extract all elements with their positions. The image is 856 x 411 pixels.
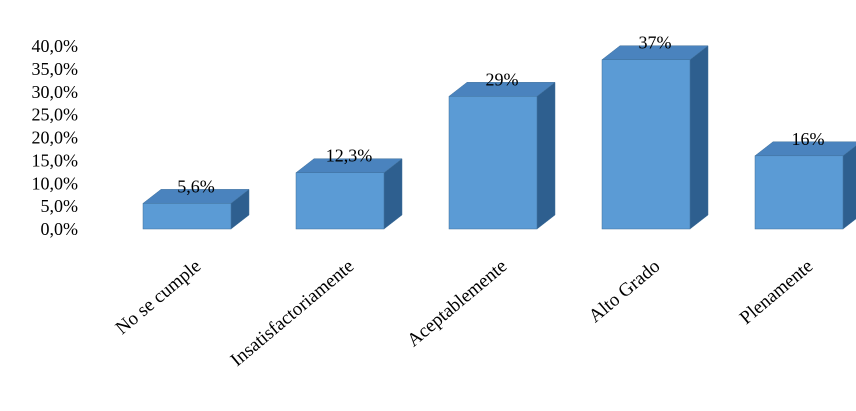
y-tick-label: 35,0% <box>32 59 79 79</box>
y-tick-label: 20,0% <box>32 128 79 148</box>
y-tick-label: 30,0% <box>32 82 79 102</box>
y-tick-label: 10,0% <box>32 173 79 193</box>
data-label: 16% <box>792 129 825 149</box>
y-tick-label: 40,0% <box>32 36 79 56</box>
bar-side <box>689 45 709 230</box>
bar-front <box>448 96 538 230</box>
bar-side <box>842 145 856 230</box>
x-tick-label: Aceptablemente <box>403 256 511 351</box>
data-label: 37% <box>639 33 672 53</box>
bar-4 <box>601 45 709 230</box>
x-tick-label: Insatisfactoriamente <box>227 256 359 371</box>
bar-front <box>754 155 844 230</box>
y-tick-label: 0,0% <box>41 219 79 239</box>
x-axis: No se cumple Insatisfactoriamente Aceptabl… <box>112 256 818 371</box>
data-labels: 5,6% 12,3% 29% 37% 16% <box>177 33 824 197</box>
y-tick-label: 25,0% <box>32 105 79 125</box>
y-axis: 0,0% 5,0% 10,0% 15,0%20,0% 25,0% 30,0% 35,0% 40… <box>32 36 79 239</box>
bar-1 <box>142 188 250 230</box>
bar-3 <box>448 81 556 230</box>
bar-front <box>295 172 385 230</box>
bar-2 <box>295 158 403 230</box>
x-tick-label: Alto Grado <box>585 256 664 327</box>
y-tick-label: 5,0% <box>41 196 79 216</box>
x-tick-label: No se cumple <box>112 256 206 339</box>
data-label: 29% <box>486 69 519 89</box>
data-label: 12,3% <box>326 146 373 166</box>
bar-5 <box>754 141 856 230</box>
bar-front <box>142 203 232 230</box>
data-label: 5,6% <box>177 176 215 196</box>
x-tick-label: Plenamente <box>736 256 817 329</box>
bar-front <box>601 59 691 230</box>
bar-side <box>536 81 556 230</box>
bars <box>142 45 856 230</box>
y-tick-label: 15,0% <box>32 150 79 170</box>
